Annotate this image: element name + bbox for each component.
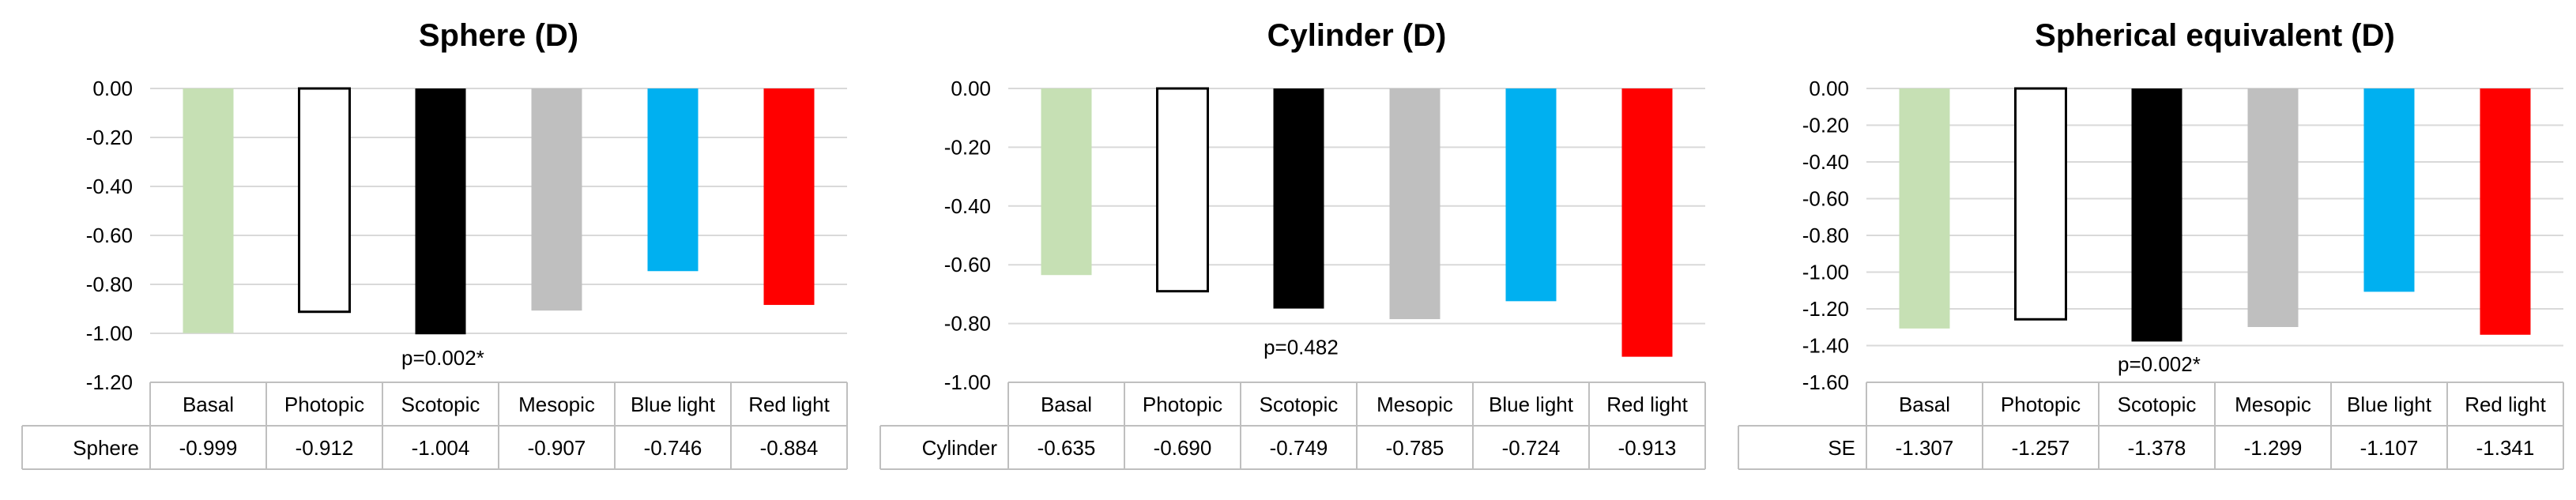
chart-spherical-equivalent: Spherical equivalent (D) 0.00 -0.20 -0.40 -0… (1738, 18, 2564, 470)
table-value-cylinder-blue-light: -0.724 (1502, 436, 1561, 460)
table-value-se-mesopic: -1.299 (2244, 436, 2303, 460)
table-value-se-red-light: -1.341 (2476, 436, 2535, 460)
table-value-sphere-photopic: -0.912 (296, 436, 354, 460)
chart-sphere: Sphere (D) 0.00 -0.20 -0.40 -0.60 -0.80 -1.00 -… (21, 18, 848, 470)
bar-se-mesopic (2247, 88, 2299, 328)
y-tick-label-sphere-4: -0.80 (86, 273, 133, 296)
y-tick-label-cylinder-0: 0.00 (951, 77, 991, 100)
table-value-cylinder-mesopic: -0.785 (1386, 436, 1444, 460)
category-label-cylinder-red-light: Red light (1606, 393, 1688, 416)
table-value-cylinder-scotopic: -0.749 (1270, 436, 1328, 460)
y-tick-label-cylinder-5: -1.00 (944, 370, 991, 394)
y-tick-label-cylinder-4: -0.80 (944, 312, 991, 336)
bar-se-scotopic (2131, 88, 2182, 342)
category-label-cylinder-mesopic: Mesopic (1377, 393, 1453, 416)
y-tick-label-se-5: -1.00 (1802, 261, 1849, 284)
bar-se-red-light (2480, 88, 2531, 335)
chart-panel-sphere: Sphere (D) 0.00 -0.20 -0.40 -0.60 -0.80 -1.00 -… (0, 0, 858, 500)
y-tick-label-sphere-1: -0.20 (86, 126, 133, 149)
chart-title-sphere: Sphere (D) (419, 18, 578, 53)
y-tick-label-se-7: -1.40 (1802, 334, 1849, 358)
table-value-sphere-blue-light: -0.746 (644, 436, 702, 460)
bar-sphere-red-light (763, 88, 815, 306)
table-value-sphere-red-light: -0.884 (760, 436, 819, 460)
bar-sphere-basal (183, 88, 234, 333)
table-series-label-se: SE (1828, 436, 1855, 460)
category-label-se-mesopic: Mesopic (2235, 393, 2311, 416)
table-value-cylinder-basal: -0.635 (1038, 436, 1096, 460)
y-tick-label-sphere-2: -0.40 (86, 175, 133, 198)
table-value-se-scotopic: -1.378 (2128, 436, 2186, 460)
category-label-se-scotopic: Scotopic (2118, 393, 2197, 416)
y-tick-label-sphere-6: -1.20 (86, 370, 133, 394)
bar-cylinder-blue-light (1505, 88, 1557, 302)
table-value-se-photopic: -1.257 (2012, 436, 2070, 460)
table-value-sphere-scotopic: -1.004 (412, 436, 470, 460)
y-tick-label-cylinder-2: -0.40 (944, 194, 991, 218)
y-tick-label-se-6: -1.20 (1802, 297, 1849, 321)
bar-cylinder-red-light (1621, 88, 1673, 357)
y-tick-label-cylinder-1: -0.20 (944, 135, 991, 159)
chart-cylinder: Cylinder (D) 0.00 -0.20 -0.40 -0.60 -0.80 -1.0… (879, 18, 1706, 470)
category-label-sphere-scotopic: Scotopic (401, 393, 480, 416)
p-value-annotation-se: p=0.002* (2118, 352, 2201, 376)
y-tick-label-se-1: -0.20 (1802, 114, 1849, 137)
y-tick-label-se-3: -0.60 (1802, 187, 1849, 211)
y-tick-label-se-8: -1.60 (1802, 370, 1849, 394)
chart-panel-spherical-equivalent: Spherical equivalent (D) 0.00 -0.20 -0.40 -0… (1716, 0, 2576, 500)
y-tick-label-se-2: -0.40 (1802, 150, 1849, 174)
y-tick-label-sphere-5: -1.00 (86, 321, 133, 345)
category-label-se-basal: Basal (1899, 393, 1950, 416)
category-label-se-blue-light: Blue light (2347, 393, 2432, 416)
table-value-se-blue-light: -1.107 (2360, 436, 2419, 460)
table-value-cylinder-photopic: -0.690 (1154, 436, 1212, 460)
bar-se-blue-light (2363, 88, 2415, 292)
table-value-se-basal: -1.307 (1896, 436, 1954, 460)
y-tick-label-cylinder-3: -0.60 (944, 253, 991, 276)
table-series-label-sphere: Sphere (73, 436, 139, 460)
bar-cylinder-photopic (1156, 87, 1209, 293)
y-tick-label-sphere-3: -0.60 (86, 224, 133, 247)
bar-sphere-photopic (298, 87, 351, 314)
category-label-sphere-blue-light: Blue light (631, 393, 716, 416)
category-label-se-red-light: Red light (2465, 393, 2546, 416)
category-label-sphere-basal: Basal (183, 393, 234, 416)
p-value-annotation-cylinder: p=0.482 (1264, 335, 1339, 359)
chart-title-se: Spherical equivalent (D) (2035, 18, 2395, 53)
bar-sphere-blue-light (647, 88, 699, 272)
bar-cylinder-scotopic (1273, 88, 1324, 309)
category-label-sphere-mesopic: Mesopic (518, 393, 595, 416)
category-label-cylinder-scotopic: Scotopic (1260, 393, 1339, 416)
category-label-cylinder-basal: Basal (1041, 393, 1092, 416)
bar-cylinder-mesopic (1389, 88, 1441, 320)
category-label-sphere-red-light: Red light (748, 393, 830, 416)
bar-se-basal (1899, 88, 1950, 329)
category-label-cylinder-blue-light: Blue light (1489, 393, 1574, 416)
bar-cylinder-basal (1041, 88, 1092, 276)
chart-title-cylinder: Cylinder (D) (1267, 18, 1447, 53)
table-value-sphere-mesopic: -0.907 (528, 436, 586, 460)
chart-panel-cylinder: Cylinder (D) 0.00 -0.20 -0.40 -0.60 -0.80 -1.0… (858, 0, 1716, 500)
table-value-cylinder-red-light: -0.913 (1618, 436, 1677, 460)
y-tick-label-sphere-0: 0.00 (92, 77, 133, 100)
category-label-cylinder-photopic: Photopic (1143, 393, 1222, 416)
category-label-sphere-photopic: Photopic (284, 393, 364, 416)
table-value-sphere-basal: -0.999 (179, 436, 238, 460)
y-tick-label-se-4: -0.80 (1802, 224, 1849, 247)
bar-se-photopic (2014, 87, 2067, 321)
p-value-annotation-sphere: p=0.002* (401, 346, 484, 370)
bar-sphere-mesopic (531, 88, 582, 311)
bar-sphere-scotopic (415, 88, 466, 335)
category-label-se-photopic: Photopic (2001, 393, 2081, 416)
y-tick-label-se-0: 0.00 (1809, 77, 1849, 100)
table-series-label-cylinder: Cylinder (922, 436, 998, 460)
